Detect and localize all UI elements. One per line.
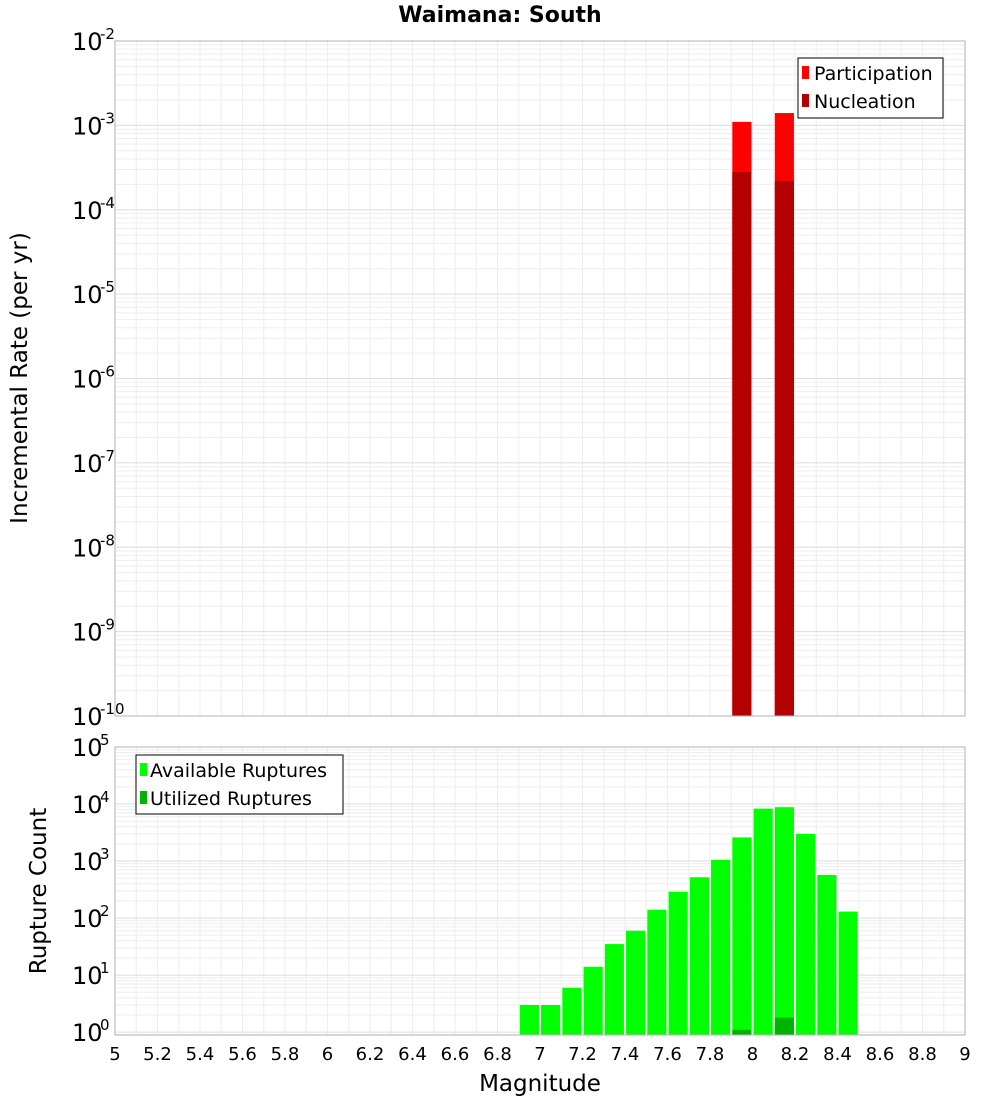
x-tick-label: 8.6 xyxy=(866,1044,895,1065)
y-tick-exponent: 1 xyxy=(100,959,110,977)
bar-available-ruptures xyxy=(647,909,667,1035)
y-tick-label: 10 xyxy=(72,197,103,225)
bottom-legend: Available Ruptures Utilized Ruptures xyxy=(135,754,344,815)
bar-available-ruptures xyxy=(519,1004,539,1035)
legend-label-participation: Participation xyxy=(814,63,933,85)
y-tick-exponent: -2 xyxy=(100,25,115,43)
x-tick-label: 7 xyxy=(534,1044,545,1065)
x-tick-label: 6 xyxy=(322,1044,333,1065)
y-tick-exponent: 0 xyxy=(100,1016,110,1034)
y-tick-exponent: -3 xyxy=(100,109,115,127)
x-tick-label: 8.2 xyxy=(781,1044,810,1065)
legend-label-available: Available Ruptures xyxy=(150,760,327,782)
y-tick-label: 10 xyxy=(72,905,103,933)
bar-available-ruptures xyxy=(626,930,646,1035)
bar-available-ruptures xyxy=(838,911,858,1035)
x-tick-label: 8 xyxy=(747,1044,758,1065)
bar-available-ruptures xyxy=(583,966,603,1035)
y-tick-exponent: -8 xyxy=(100,531,115,549)
bar-available-ruptures xyxy=(774,807,794,1035)
bar-utilized-ruptures xyxy=(732,1029,752,1035)
bottom-y-axis-label: Rupture Count xyxy=(26,808,52,974)
bar-available-ruptures xyxy=(753,808,773,1035)
bar-available-ruptures xyxy=(711,859,731,1035)
y-tick-label: 10 xyxy=(72,962,103,990)
top-bars xyxy=(732,113,794,716)
x-tick-label: 5.4 xyxy=(186,1044,215,1065)
y-tick-exponent: 5 xyxy=(100,731,110,749)
bar-nucleation xyxy=(774,180,794,716)
y-tick-exponent: -6 xyxy=(100,363,115,381)
y-tick-exponent: -7 xyxy=(100,447,115,465)
bar-available-ruptures xyxy=(668,891,688,1035)
y-tick-exponent: 4 xyxy=(100,788,110,806)
x-tick-label: 7.2 xyxy=(568,1044,597,1065)
legend-label-nucleation: Nucleation xyxy=(814,91,916,113)
x-tick-label: 6.8 xyxy=(483,1044,512,1065)
x-tick-label: 7.4 xyxy=(611,1044,640,1065)
x-tick-label: 6.2 xyxy=(356,1044,385,1065)
bar-available-ruptures xyxy=(817,874,837,1035)
y-tick-label: 10 xyxy=(72,791,103,819)
y-tick-label: 10 xyxy=(72,28,103,56)
x-tick-label: 8.8 xyxy=(908,1044,937,1065)
bar-available-ruptures xyxy=(541,1004,561,1035)
top-grid xyxy=(114,41,966,717)
bar-utilized-ruptures xyxy=(774,1017,794,1035)
legend-swatch-available xyxy=(140,763,147,776)
x-tick-label: 7.8 xyxy=(696,1044,725,1065)
y-tick-exponent: 3 xyxy=(100,845,110,863)
top-plot-frame xyxy=(114,40,966,717)
x-tick-label: 5.2 xyxy=(143,1044,172,1065)
y-tick-label: 10 xyxy=(72,703,103,731)
x-tick-labels: 5 5.2 5.4 5.6 5.8 6 6.2 6.4 6.6 6.8 7 7.2 7.4 7.6 7.8 8… xyxy=(109,1044,970,1065)
y-tick-exponent: -10 xyxy=(100,700,125,718)
x-tick-label: 8.4 xyxy=(823,1044,852,1065)
bottom-plot-frame xyxy=(114,746,966,1036)
bar-available-ruptures xyxy=(689,877,709,1035)
x-tick-label: 7.6 xyxy=(653,1044,682,1065)
bar-available-ruptures xyxy=(604,944,624,1035)
y-tick-label: 10 xyxy=(72,450,103,478)
bar-available-ruptures xyxy=(796,833,816,1035)
bottom-legend-box xyxy=(135,754,344,815)
x-tick-label: 5.6 xyxy=(228,1044,257,1065)
x-tick-label: 9 xyxy=(959,1044,970,1065)
top-legend: Participation Nucleation xyxy=(797,57,944,119)
bar-available-ruptures xyxy=(562,987,582,1035)
top-y-axis-label: Incremental Rate (per yr) xyxy=(7,232,33,524)
bar-nucleation xyxy=(732,172,752,716)
chart-title: Waimana: South xyxy=(398,3,601,28)
x-tick-label: 5 xyxy=(109,1044,120,1065)
legend-swatch-nucleation xyxy=(802,94,809,107)
x-tick-label: 6.6 xyxy=(441,1044,470,1065)
y-tick-label: 10 xyxy=(72,112,103,140)
y-tick-label: 10 xyxy=(72,366,103,394)
bar-available-ruptures xyxy=(732,837,752,1035)
y-tick-label: 10 xyxy=(72,281,103,309)
x-tick-label: 5.8 xyxy=(271,1044,300,1065)
x-tick-label: 6.4 xyxy=(398,1044,427,1065)
bottom-bars xyxy=(519,807,858,1035)
y-tick-exponent: 2 xyxy=(100,902,110,920)
top-legend-box xyxy=(797,57,944,119)
legend-label-utilized: Utilized Ruptures xyxy=(150,788,312,810)
legend-swatch-utilized xyxy=(140,791,147,804)
y-tick-exponent: -5 xyxy=(100,278,115,296)
y-tick-label: 10 xyxy=(72,848,103,876)
y-tick-exponent: -9 xyxy=(100,616,115,634)
x-axis-label: Magnitude xyxy=(479,1071,601,1097)
y-tick-label: 10 xyxy=(72,734,103,762)
y-tick-exponent: -4 xyxy=(100,194,115,212)
legend-swatch-participation xyxy=(802,66,809,79)
y-tick-label: 10 xyxy=(72,534,103,562)
y-tick-label: 10 xyxy=(72,619,103,647)
y-tick-label: 10 xyxy=(72,1019,103,1047)
